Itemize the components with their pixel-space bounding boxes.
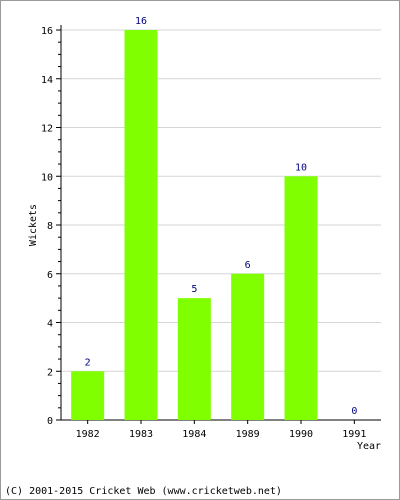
y-tick-label: 16 — [41, 26, 53, 37]
y-tick-label: 0 — [47, 416, 53, 427]
data-label: 5 — [191, 284, 197, 295]
y-axis-title: Wickets — [28, 204, 39, 246]
y-tick-label: 2 — [47, 367, 53, 378]
y-tick-label: 10 — [41, 172, 53, 183]
x-tick-label: 1982 — [76, 429, 100, 440]
bar — [231, 273, 265, 420]
data-label: 0 — [351, 406, 357, 417]
x-tick-label: 1991 — [342, 429, 366, 440]
bar — [177, 298, 211, 420]
x-tick-label: 1983 — [129, 429, 153, 440]
x-tick-label: 1990 — [289, 429, 313, 440]
bar — [284, 176, 318, 420]
y-tick-label: 12 — [41, 124, 53, 135]
y-tick-label: 8 — [47, 221, 53, 232]
x-tick-label: 1989 — [236, 429, 260, 440]
x-tick-label: 1984 — [182, 429, 206, 440]
data-label: 6 — [245, 260, 251, 271]
x-axis-title: Year — [357, 441, 381, 452]
data-label: 16 — [135, 16, 147, 27]
bar — [124, 30, 158, 420]
data-label: 2 — [85, 357, 91, 368]
y-tick-label: 4 — [47, 319, 53, 330]
y-tick-label: 6 — [47, 270, 53, 281]
copyright-footer: (C) 2001-2015 Cricket Web (www.cricketwe… — [5, 486, 282, 497]
bar — [71, 371, 105, 420]
data-label: 10 — [295, 162, 307, 173]
y-tick-label: 14 — [41, 75, 53, 86]
